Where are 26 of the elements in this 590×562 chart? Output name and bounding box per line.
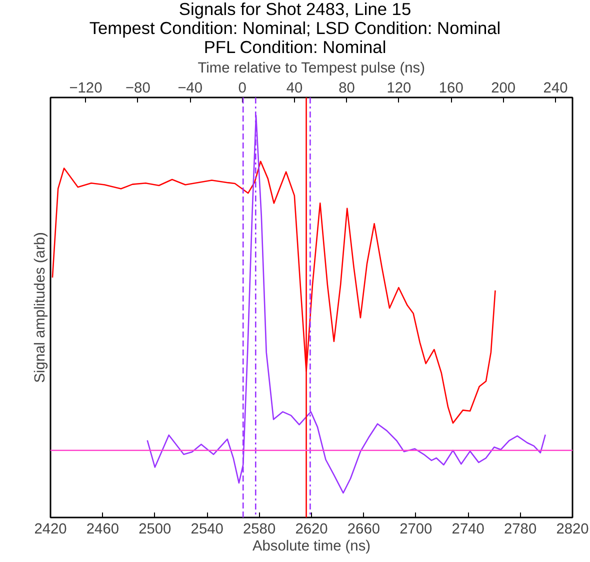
x-tick-label: 2620 [295, 522, 328, 538]
chart-title: Signals for Shot 2483, Line 15 [178, 0, 412, 20]
x-tick-label: 2500 [138, 522, 172, 538]
x2-tick-label: −40 [178, 80, 203, 97]
x-tick-label: 2420 [34, 522, 67, 538]
x-tick-label: 2660 [347, 522, 380, 538]
chart-subtitle: Tempest Condition: Nominal; LSD Condition: Nominal PFL Condition: Nominal [89, 18, 501, 58]
x-axis-title: Absolute time (ns) [252, 538, 371, 555]
x-tick-label: 2580 [243, 522, 276, 538]
x2-axis-title: Time relative to Tempest pulse (ns) [198, 60, 426, 77]
x2-tick-label: 0 [238, 80, 246, 97]
x-tick-label: 2740 [452, 522, 484, 538]
x-tick-label: 2780 [504, 522, 537, 538]
x-tick-label: 2700 [400, 522, 432, 538]
x-tick-label: 2820 [556, 522, 589, 538]
x2-tick-label: 80 [338, 80, 355, 97]
x-tick-label: 2540 [190, 522, 224, 538]
x-tick-label: 2460 [86, 522, 120, 538]
y-axis-title: Signal amplitudes (arb) [32, 232, 48, 383]
x2-tick-label: 200 [491, 80, 516, 97]
x2-tick-label: −80 [126, 80, 150, 97]
x2-tick-label: 160 [438, 80, 464, 97]
x2-tick-label: 40 [286, 80, 303, 97]
x2-tick-label: 120 [386, 80, 412, 97]
x2-tick-label: 240 [543, 80, 568, 97]
x2-tick-label: −120 [69, 80, 102, 97]
